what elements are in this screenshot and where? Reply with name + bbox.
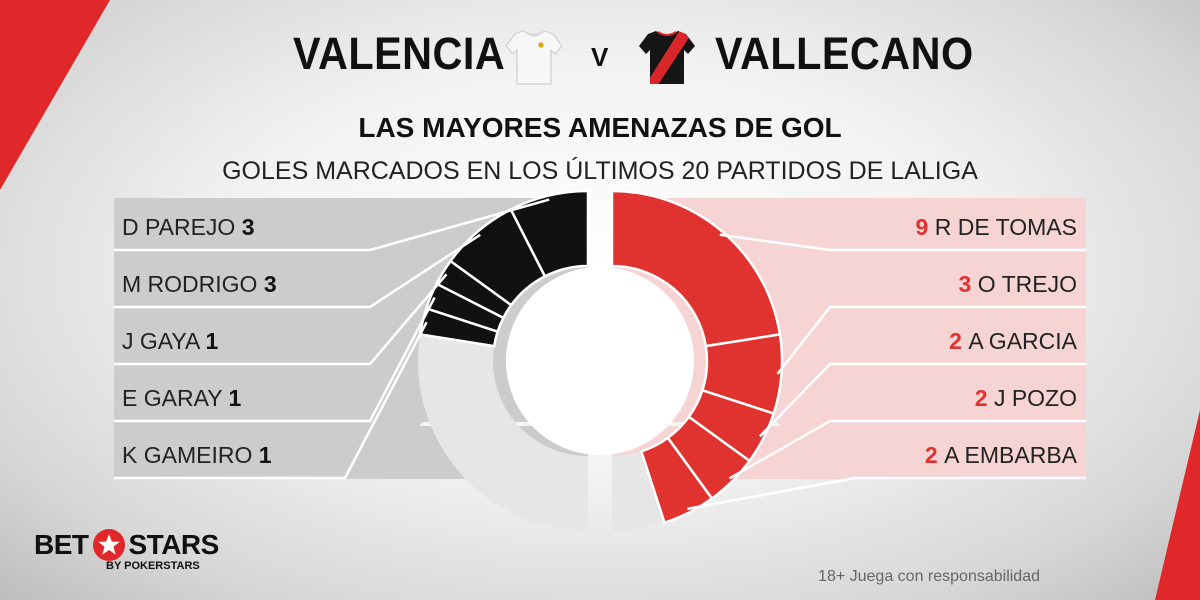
home-connector-4 (114, 296, 436, 423)
black-red-sash-kit-icon (639, 31, 695, 84)
home-player-label-3: J GAYA 1 (122, 328, 219, 354)
player-goals: 3 (959, 271, 978, 297)
player-goals: 3 (242, 214, 255, 240)
responsible-gambling-note: 18+ Juega con responsabilidad (818, 568, 1040, 585)
player-name: O TREJO (978, 271, 1077, 297)
away-connector-5 (687, 476, 1086, 511)
player-goals: 2 (949, 328, 968, 354)
player-name: E GARAY (122, 385, 229, 411)
home-connector-3 (114, 273, 448, 366)
home-player-label-1: D PAREJO 3 (122, 214, 255, 240)
logo-text-left: BET (34, 529, 89, 560)
player-goals: 3 (264, 271, 277, 297)
star-icon (92, 528, 126, 562)
away-connector-3 (759, 362, 1086, 438)
chart-subtitle: GOLES MARCADOS EN LOS ÚLTIMOS 20 PARTIDO… (222, 157, 978, 185)
home-connector-1 (114, 198, 550, 252)
home-team-name: VALENCIA (293, 28, 506, 79)
player-name: A GARCIA (968, 328, 1077, 354)
player-name: D PAREJO (122, 214, 242, 240)
versus-label: V (591, 42, 609, 72)
away-player-label-3: 2 A GARCIA (949, 328, 1077, 354)
home-player-label-4: E GARAY 1 (122, 385, 242, 411)
logo-subtitle: BY POKERSTARS (106, 560, 200, 572)
away-player-label-2: 3 O TREJO (959, 271, 1077, 297)
player-goals: 2 (975, 385, 994, 411)
away-player-label-5: 2 A EMBARBA (925, 442, 1078, 468)
away-slice-1 (610, 189, 782, 348)
away-player-label-1: 9 R DE TOMAS (916, 214, 1077, 240)
away-team-name: VALLECANO (715, 28, 974, 79)
player-goals: 1 (259, 442, 272, 468)
away-connector-1 (719, 233, 1086, 252)
player-name: M RODRIGO (122, 271, 264, 297)
chart-title: LAS MAYORES AMENAZAS DE GOL (358, 112, 842, 143)
betstars-logo: BET STARS BY POKERSTARS (34, 528, 219, 572)
player-name: K GAMEIRO (122, 442, 259, 468)
home-player-label-5: K GAMEIRO 1 (122, 442, 272, 468)
donut-center (506, 267, 694, 455)
white-kit-icon (505, 30, 563, 85)
away-player-label-4: 2 J POZO (975, 385, 1077, 411)
player-name: R DE TOMAS (935, 214, 1077, 240)
player-goals: 1 (206, 328, 219, 354)
logo-text-right: STARS (128, 529, 220, 560)
player-name: A EMBARBA (944, 442, 1078, 468)
home-connector-2 (114, 233, 481, 309)
player-name: J GAYA (122, 328, 206, 354)
player-goals: 1 (229, 385, 242, 411)
away-connector-2 (776, 305, 1086, 375)
away-connector-4 (728, 419, 1086, 480)
home-player-label-2: M RODRIGO 3 (122, 271, 277, 297)
player-name: J POZO (994, 385, 1077, 411)
player-goals: 9 (916, 214, 935, 240)
home-connector-5 (114, 321, 428, 480)
player-goals: 2 (925, 442, 944, 468)
